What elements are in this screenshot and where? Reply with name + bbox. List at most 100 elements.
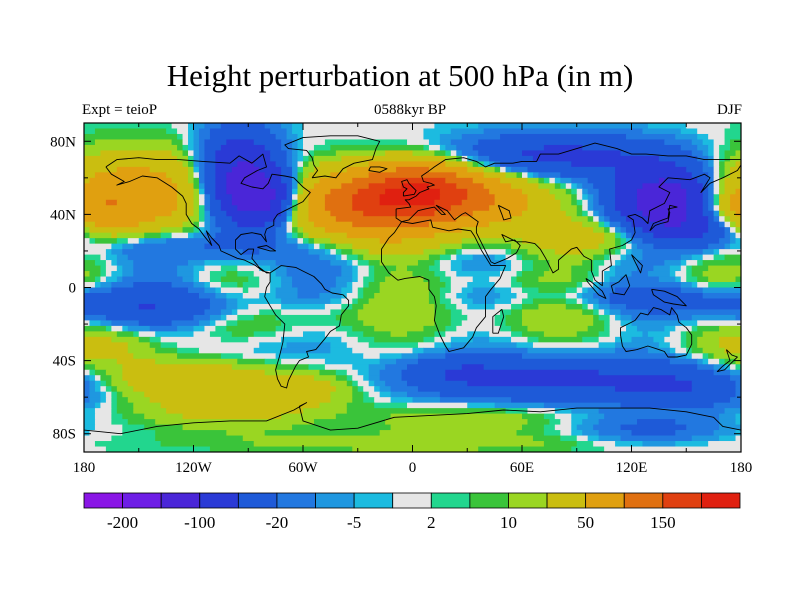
- field-cell: [308, 210, 331, 217]
- field-cell: [297, 292, 321, 300]
- field-cell: [680, 336, 687, 343]
- field-cell: [281, 205, 288, 212]
- field-cell: [708, 161, 715, 168]
- field-cell: [368, 364, 386, 371]
- field-cell: [368, 161, 446, 168]
- field-cell: [735, 419, 741, 426]
- field-cell: [439, 144, 446, 152]
- field-cell: [417, 358, 671, 365]
- field-cell: [275, 271, 288, 278]
- field-cell: [84, 441, 96, 448]
- field-cell: [522, 287, 540, 294]
- field-cell: [483, 183, 512, 190]
- field-cell: [730, 364, 737, 371]
- field-cell: [286, 265, 342, 272]
- field-cell: [511, 298, 523, 305]
- field-cell: [166, 408, 304, 415]
- field-cell: [297, 287, 331, 294]
- field-cell: [193, 314, 211, 321]
- field-cell: [94, 238, 118, 245]
- field-cell: [511, 243, 540, 250]
- field-cell: [275, 260, 331, 267]
- field-cell: [456, 292, 468, 300]
- field-cell: [686, 205, 704, 212]
- field-cell: [352, 347, 414, 354]
- field-cell: [357, 292, 364, 300]
- field-cell: [719, 413, 737, 420]
- field-cell: [177, 265, 195, 272]
- field-cell: [713, 364, 726, 371]
- field-cell: [357, 254, 364, 261]
- field-cell: [220, 227, 277, 234]
- field-cell: [105, 325, 112, 332]
- field-cell: [374, 292, 430, 300]
- field-cell: [352, 194, 381, 201]
- field-cell: [543, 144, 583, 152]
- field-cell: [84, 232, 91, 239]
- field-cell: [543, 441, 578, 448]
- field-cell: [423, 144, 430, 152]
- field-cell: [527, 249, 556, 256]
- field-cell: [204, 139, 227, 146]
- field-cell: [467, 188, 490, 195]
- field-cell: [412, 397, 441, 404]
- field-cell: [368, 260, 381, 267]
- field-cell: [505, 314, 523, 321]
- field-cell: [281, 139, 293, 146]
- field-cell: [198, 199, 206, 206]
- field-cell: [292, 161, 299, 168]
- field-cell: [198, 172, 206, 179]
- field-cell: [177, 188, 195, 195]
- field-cell: [303, 238, 310, 245]
- field-cell: [330, 298, 342, 305]
- field-cell: [193, 133, 200, 141]
- field-cell: [489, 276, 512, 283]
- field-cell: [308, 216, 337, 223]
- field-cell: [84, 172, 96, 179]
- field-cell: [713, 139, 726, 146]
- field-cell: [330, 172, 370, 179]
- field-cell: [324, 194, 353, 201]
- field-cell: [379, 391, 392, 398]
- field-cell: [450, 128, 485, 135]
- field-cell: [149, 166, 189, 173]
- field-cell: [275, 314, 337, 321]
- field-cell: [478, 150, 523, 157]
- field-cell: [505, 172, 518, 179]
- field-cell: [171, 123, 189, 130]
- field-cell: [434, 303, 446, 311]
- field-cell: [598, 336, 616, 343]
- field-cell: [390, 397, 414, 404]
- field-cell: [292, 216, 299, 223]
- field-cell: [735, 221, 741, 228]
- field-cell: [204, 287, 216, 294]
- field-cell: [702, 210, 715, 217]
- field-cell: [292, 183, 299, 190]
- field-cell: [724, 155, 731, 162]
- field-cell: [379, 386, 392, 393]
- field-cell: [324, 358, 381, 365]
- field-cell: [620, 150, 693, 157]
- field-cell: [105, 260, 112, 267]
- field-cell: [675, 133, 698, 141]
- field-cell: [636, 199, 687, 206]
- field-cell: [587, 303, 594, 311]
- field-cell: [215, 320, 227, 327]
- field-cell: [204, 155, 216, 162]
- field-cell: [604, 320, 611, 327]
- field-cell: [220, 199, 233, 206]
- field-cell: [456, 144, 474, 152]
- field-cell: [593, 276, 605, 283]
- field-cell: [116, 265, 123, 272]
- field-cell: [543, 331, 578, 338]
- field-cell: [204, 199, 211, 206]
- field-cell: [352, 325, 375, 332]
- field-cell: [609, 331, 622, 338]
- field-cell: [708, 199, 715, 206]
- field-cell: [308, 172, 331, 179]
- field-cell: [560, 430, 572, 437]
- field-cell: [330, 380, 348, 387]
- field-cell: [94, 419, 112, 426]
- field-cell: [565, 183, 572, 190]
- field-cell: [472, 144, 545, 152]
